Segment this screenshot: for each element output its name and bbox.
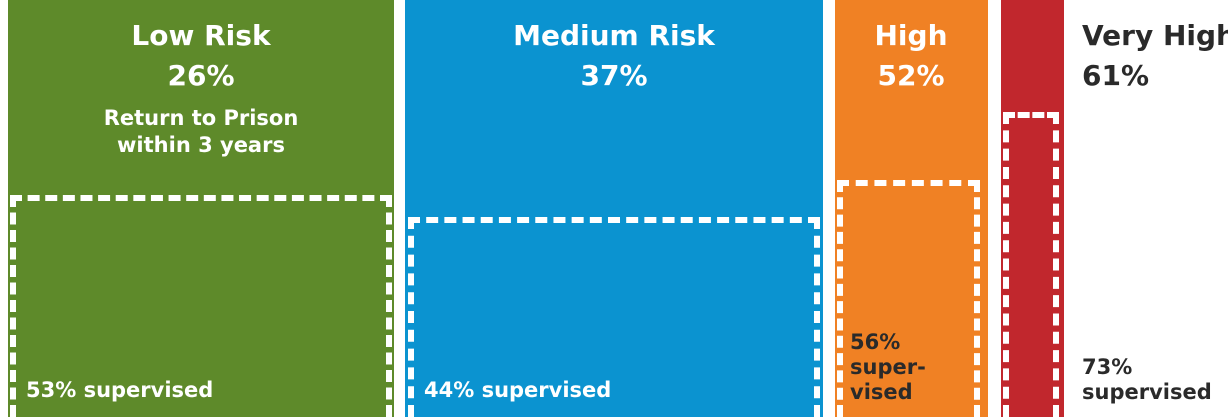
bar-low-risk <box>8 0 394 417</box>
subtitle-line-1: Return to Prison <box>103 106 299 130</box>
rate-very-high: 61% <box>1082 59 1150 92</box>
supervised-label-high-2: super- <box>850 355 926 379</box>
supervised-label-high-1: 56% <box>850 330 901 354</box>
subtitle-line-2: within 3 years <box>117 133 285 157</box>
title-low-risk: Low Risk <box>131 19 271 52</box>
bar-high <box>835 0 988 417</box>
supervised-label-very-high-2: supervised <box>1082 380 1212 404</box>
supervised-label-low-risk: 53% supervised <box>26 378 214 402</box>
rate-medium-risk: 37% <box>580 59 648 92</box>
title-high: High <box>874 19 948 52</box>
supervised-box-medium-risk <box>408 217 820 417</box>
title-very-high: Very High <box>1082 19 1228 52</box>
supervised-label-high-3: vised <box>850 380 913 404</box>
title-medium-risk: Medium Risk <box>513 19 715 52</box>
supervised-box-low-risk <box>10 195 392 417</box>
supervised-box-very-high <box>1003 112 1059 417</box>
bar-medium-risk <box>405 0 823 417</box>
supervised-label-very-high-1: 73% <box>1082 355 1133 379</box>
rate-high: 52% <box>877 59 945 92</box>
rate-low-risk: 26% <box>167 59 235 92</box>
supervised-box-high <box>837 180 980 417</box>
supervised-label-medium-risk: 44% supervised <box>424 378 612 402</box>
